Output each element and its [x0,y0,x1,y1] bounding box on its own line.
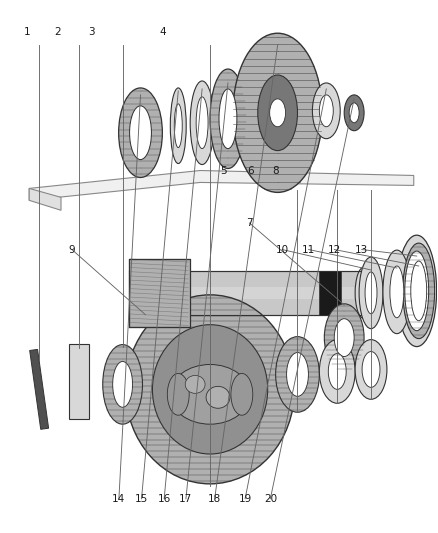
Text: 7: 7 [246,218,253,228]
Polygon shape [29,188,61,211]
Ellipse shape [233,33,322,192]
Ellipse shape [190,81,214,165]
Bar [129,259,190,327]
Ellipse shape [344,95,364,131]
Text: 5: 5 [220,166,226,176]
Ellipse shape [258,75,297,151]
Ellipse shape [170,88,186,164]
Ellipse shape [113,361,133,407]
Ellipse shape [355,267,373,319]
Text: 1: 1 [24,27,31,37]
Ellipse shape [130,106,152,159]
Ellipse shape [397,235,437,346]
Ellipse shape [219,89,237,149]
Text: 13: 13 [355,245,368,255]
Text: 3: 3 [88,27,95,37]
Ellipse shape [403,243,434,338]
Ellipse shape [210,69,246,168]
Ellipse shape [319,340,355,403]
Ellipse shape [126,295,294,484]
Ellipse shape [383,250,411,334]
Bar [69,344,89,419]
Text: 14: 14 [112,494,126,504]
Bar [129,271,361,315]
Ellipse shape [103,345,142,424]
Bar [319,271,341,315]
Ellipse shape [365,272,377,314]
Text: 9: 9 [69,245,75,255]
Text: 6: 6 [247,166,254,176]
Text: 18: 18 [208,494,221,504]
Text: 11: 11 [302,245,315,255]
Text: 8: 8 [272,166,279,176]
Polygon shape [29,171,414,200]
Ellipse shape [170,365,250,424]
Text: 19: 19 [238,494,252,504]
Text: 20: 20 [264,494,277,504]
Ellipse shape [270,99,286,127]
Ellipse shape [152,325,268,454]
Ellipse shape [196,97,208,149]
Ellipse shape [276,337,319,412]
Ellipse shape [334,319,354,357]
Ellipse shape [355,340,387,399]
Text: 16: 16 [158,494,171,504]
Ellipse shape [324,304,364,372]
Text: 2: 2 [55,27,61,37]
Ellipse shape [405,251,429,330]
Text: 4: 4 [159,27,166,37]
Ellipse shape [411,261,427,321]
Ellipse shape [167,374,189,415]
Ellipse shape [319,95,333,127]
Text: 17: 17 [179,494,193,504]
Ellipse shape [286,352,308,397]
Ellipse shape [206,386,230,408]
Text: 15: 15 [135,494,148,504]
Ellipse shape [390,266,404,318]
Ellipse shape [119,88,162,177]
Ellipse shape [349,103,359,123]
Ellipse shape [174,104,182,148]
Ellipse shape [185,375,205,393]
Text: 10: 10 [276,245,289,255]
Bar [129,287,361,299]
Bar [30,350,49,429]
Ellipse shape [362,352,380,387]
Text: 12: 12 [328,245,341,255]
Ellipse shape [312,83,340,139]
Ellipse shape [359,257,383,329]
Ellipse shape [231,374,253,415]
Ellipse shape [328,353,346,389]
